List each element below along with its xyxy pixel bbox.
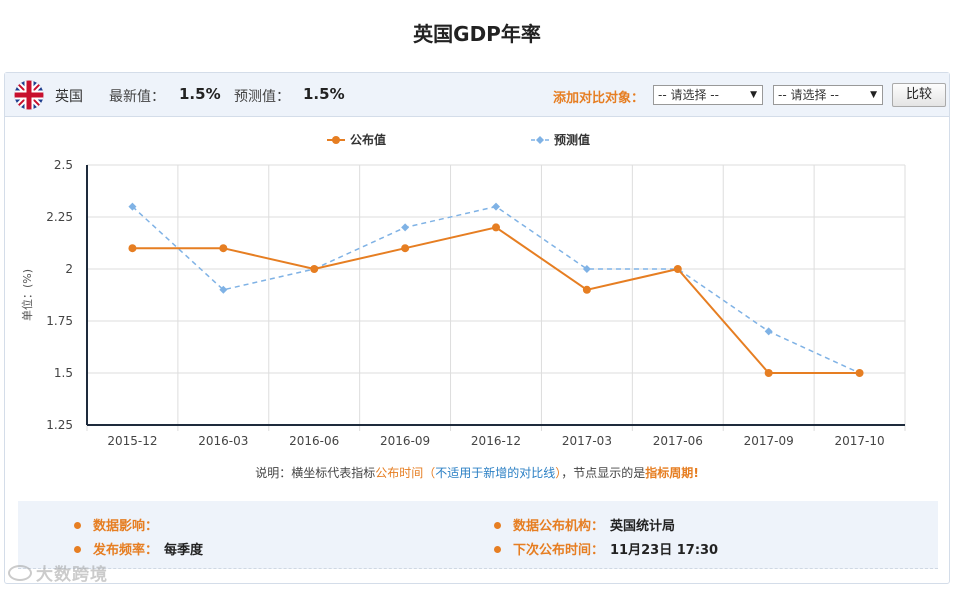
info-impact: 数据影响： [74, 515, 164, 534]
y-tick-label: 1.25 [46, 418, 73, 432]
info-next-release: 下次公布时间： 11月23日 17:30 [494, 539, 718, 558]
data-point-forecast [492, 202, 500, 211]
x-tick-label: 2017-03 [562, 434, 612, 448]
frequency-value: 每季度 [164, 543, 204, 558]
data-point-published [764, 369, 773, 377]
legend-label-published: 公布值 [350, 132, 386, 147]
x-tick-label: 2016-03 [198, 434, 248, 448]
data-point-forecast [219, 285, 228, 294]
series-line-forecast [131, 205, 860, 374]
page-title: 英国GDP年率 [413, 22, 541, 46]
chart-note: 说明：横坐标代表指标公布时间（不适用于新增的对比线），节点显示的是指标周期! [5, 464, 949, 481]
forecast-value-label: 预测值： [234, 89, 290, 105]
x-tick-label: 2017-10 [834, 434, 884, 448]
next-release-label: 下次公布时间： [513, 543, 605, 558]
x-tick-label: 2017-09 [744, 434, 794, 448]
y-tick-label: 2 [65, 262, 73, 276]
x-tick-label: 2015-12 [107, 434, 157, 448]
compare-select-2-value: -- 请选择 -- [778, 88, 839, 102]
data-point-published [219, 244, 228, 253]
note-time: 公布时间 [375, 466, 424, 480]
data-point-published [401, 244, 410, 253]
note-end: ! [693, 466, 699, 480]
uk-flag-icon [14, 80, 44, 110]
y-tick-label: 2.25 [46, 210, 73, 224]
data-point-published [855, 369, 864, 377]
note-paren-close: ） [555, 466, 562, 480]
watermark-logo-icon [8, 565, 32, 581]
forecast-value: 1.5% [303, 85, 345, 103]
data-point-forecast [764, 327, 773, 336]
x-tick-label: 2016-12 [471, 434, 521, 448]
agency-value: 英国统计局 [610, 519, 676, 534]
y-tick-label: 1.75 [46, 314, 73, 328]
compare-select-1[interactable]: -- 请选择 -- ▼ [653, 85, 763, 105]
line-chart: 2.5 2.25 2 1.75 1.5 1.25 2015-12 2016-03 2016-06… [20, 132, 906, 448]
note-paren-open: （ [423, 466, 436, 480]
note-prefix: 说明：横坐标代表指标 [255, 466, 376, 480]
bullet-icon [494, 522, 501, 529]
bullet-icon [74, 546, 81, 553]
compare-target-label: 添加对比对象： [553, 91, 645, 106]
watermark: 大数跨境 [8, 560, 108, 585]
info-agency: 数据公布机构： 英国统计局 [494, 515, 675, 534]
y-tick-label: 2.5 [54, 158, 73, 172]
chart-panel: 英国 最新值： 1.5% 预测值： 1.5% 添加对比对象： -- 请选择 --… [4, 72, 950, 584]
x-tick-label: 2017-06 [653, 434, 703, 448]
x-tick-label: 2016-06 [289, 434, 339, 448]
y-axis-label: 单位：(%) [20, 269, 34, 321]
compare-button[interactable]: 比较 [892, 83, 946, 107]
legend-marker-published [332, 136, 340, 144]
data-point-forecast [401, 223, 410, 232]
dropdown-arrow-icon: ▼ [750, 90, 757, 100]
compare-select-1-value: -- 请选择 -- [658, 88, 719, 102]
frequency-label: 发布频率： [93, 543, 159, 558]
data-point-published [128, 244, 137, 253]
latest-value: 1.5% [179, 85, 221, 103]
note-period: 指标周期 [645, 466, 694, 480]
dropdown-arrow-icon: ▼ [870, 90, 877, 100]
data-point-published [310, 265, 319, 273]
watermark-text: 大数跨境 [36, 565, 108, 585]
impact-label: 数据影响： [93, 519, 159, 534]
next-release-value: 11月23日 17:30 [610, 543, 719, 558]
bullet-icon [494, 546, 501, 553]
legend-marker-forecast [536, 136, 544, 144]
data-point-published [582, 285, 591, 294]
header-bar: 英国 最新值： 1.5% 预测值： 1.5% 添加对比对象： -- 请选择 --… [5, 73, 949, 117]
data-point-forecast [582, 265, 591, 273]
series-line-published [132, 226, 860, 374]
note-middle: ，节点显示的是 [561, 466, 646, 480]
country-name: 英国 [55, 89, 83, 105]
bullet-icon [74, 522, 81, 529]
compare-select-2[interactable]: -- 请选择 -- ▼ [773, 85, 883, 105]
data-point-published [492, 223, 500, 232]
y-tick-label: 1.5 [54, 366, 73, 380]
legend-label-forecast: 预测值 [554, 132, 590, 147]
note-not-applicable: 不适用于新增的对比线 [435, 466, 556, 480]
data-point-published [673, 265, 682, 273]
agency-label: 数据公布机构： [513, 519, 605, 534]
x-tick-label: 2016-09 [380, 434, 430, 448]
info-box: 数据影响： 发布频率： 每季度 数据公布机构： 英国统计局 下次公布时间： 11月23… [18, 501, 938, 569]
data-point-forecast [128, 202, 137, 211]
info-frequency: 发布频率： 每季度 [74, 539, 203, 558]
latest-value-label: 最新值： [109, 89, 165, 105]
